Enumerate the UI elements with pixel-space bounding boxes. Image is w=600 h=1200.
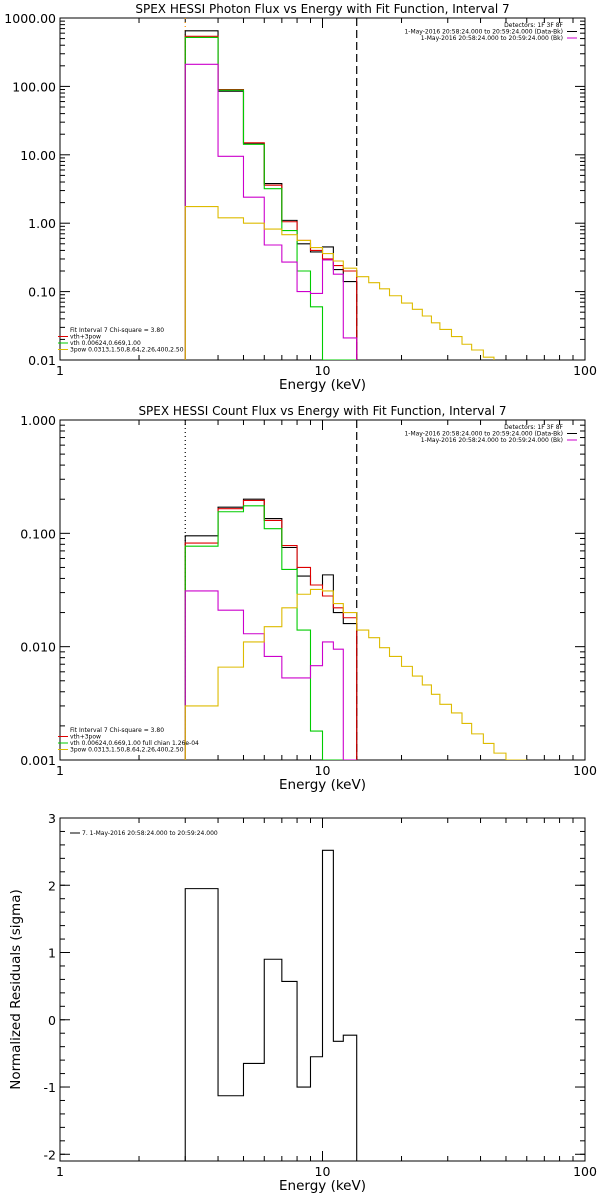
y-tick-label: 0.001 xyxy=(20,753,56,768)
residuals-panel: 1 10 100 Energy (keV) -2 -1 0 1 2 3 Normalized Res… xyxy=(8,811,597,1194)
x-tick-label: 10 xyxy=(315,363,331,378)
y-tick-label: 100.00 xyxy=(12,79,56,94)
legend-line: vth 0.00624,0.669,1.00 xyxy=(70,340,141,347)
y-tick-label: 1.000 xyxy=(20,413,56,428)
series-3pow xyxy=(184,588,527,760)
y-tick-label: -1 xyxy=(44,1080,56,1095)
legend-line: vth 0.00624,0.669,1.00 full chian 1.26e-… xyxy=(70,740,199,747)
y-tick-label: 1000.00 xyxy=(4,11,56,26)
y-tick-label: 0.01 xyxy=(28,353,56,368)
y-tick-label: 1 xyxy=(48,946,56,961)
chart-title: SPEX HESSI Photon Flux vs Energy with Fi… xyxy=(135,2,509,16)
y-tick-label: 0.010 xyxy=(20,640,56,655)
y-tick-label: 0.100 xyxy=(20,526,56,541)
chart-title: SPEX HESSI Count Flux vs Energy with Fit… xyxy=(138,404,506,418)
y-tick-label: 2 xyxy=(48,878,56,893)
legend-line: 1-May-2016 20:58:24.000 to 20:59:24.000 … xyxy=(404,431,563,438)
series-bk xyxy=(184,63,358,360)
legend-line: Detectors: 1F 3F 8F xyxy=(504,22,563,29)
series-vth xyxy=(184,505,357,760)
count-flux-panel: SPEX HESSI Count Flux vs Energy with Fit… xyxy=(20,404,597,793)
series-3pow xyxy=(184,206,495,360)
series-vth xyxy=(184,36,357,360)
y-tick-label: 1.00 xyxy=(28,216,56,231)
legend-line: 1-May-2016 20:58:24.000 to 20:59:24.000 … xyxy=(421,437,563,444)
legend-line: Fit Interval 7 Chi-square = 3.80 xyxy=(70,327,164,334)
legend-line: 3pow 0.0313,1.50,8.64,2.26,400,2.50 xyxy=(70,747,184,754)
legend-line: vth+3pow xyxy=(70,734,101,741)
series-group xyxy=(184,849,358,1161)
series-data-bk xyxy=(184,498,358,760)
x-tick-label: 100 xyxy=(573,763,597,778)
series-vth-3pow xyxy=(184,499,358,760)
legend-line: 3pow 0.0313,1.50,8.64,2.26,400,2.50 xyxy=(70,347,184,354)
legend-line: 7. 1-May-2016 20:58:24.000 to 20:59:24.0… xyxy=(82,830,218,837)
series-residuals xyxy=(184,849,358,1161)
x-axis-label: Energy (keV) xyxy=(279,1178,366,1194)
y-axis-label: Normalized Residuals (sigma) xyxy=(8,889,24,1090)
legend-line: 1-May-2016 20:58:24.000 to 20:59:24.000 … xyxy=(421,35,563,42)
x-tick-label: 1 xyxy=(56,1164,64,1179)
y-tick-label: 3 xyxy=(48,811,56,826)
series-vth-3pow xyxy=(184,35,358,360)
x-tick-label: 10 xyxy=(315,763,331,778)
y-tick-label: 0.10 xyxy=(28,285,56,300)
x-tick-label: 100 xyxy=(573,1164,597,1179)
x-tick-label: 100 xyxy=(573,363,597,378)
series-bk xyxy=(184,590,357,760)
series-group xyxy=(184,30,495,360)
legend-line: vth+3pow xyxy=(70,334,101,341)
x-axis-label: Energy (keV) xyxy=(279,777,366,793)
x-tick-label: 1 xyxy=(56,763,64,778)
x-axis-label: Energy (keV) xyxy=(279,377,366,393)
x-tick-label: 1 xyxy=(56,363,64,378)
series-data-bk xyxy=(184,30,358,360)
y-tick-label: 0 xyxy=(48,1013,56,1028)
x-tick-label: 10 xyxy=(315,1164,331,1179)
series-group xyxy=(184,498,527,760)
y-tick-label: 10.00 xyxy=(20,148,56,163)
y-tick-label: -2 xyxy=(44,1147,56,1162)
legend-line: Fit Interval 7 Chi-square = 3.80 xyxy=(70,727,164,734)
legend-line: Detectors: 1F 3F 8F xyxy=(504,424,563,431)
photon-flux-panel: SPEX HESSI Photon Flux vs Energy with Fi… xyxy=(4,2,597,393)
legend-line: 1-May-2016 20:58:24.000 to 20:59:24.000 … xyxy=(404,29,563,36)
